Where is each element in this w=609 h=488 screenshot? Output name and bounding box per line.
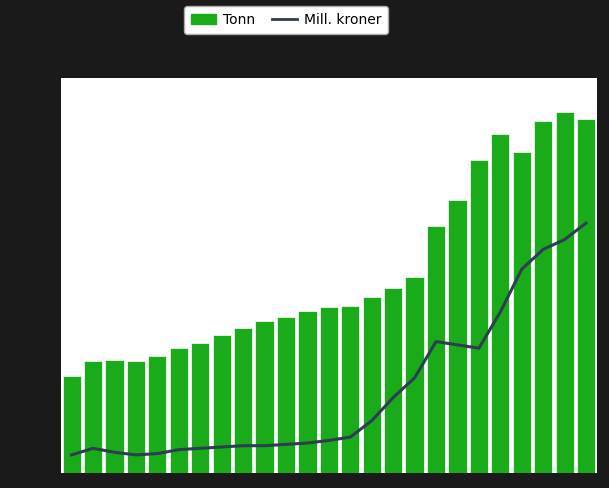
- Bar: [513, 152, 531, 473]
- Bar: [105, 360, 124, 473]
- Bar: [127, 361, 145, 473]
- Bar: [148, 356, 166, 473]
- Bar: [491, 134, 510, 473]
- Bar: [470, 161, 488, 473]
- Bar: [362, 297, 381, 473]
- Bar: [234, 328, 252, 473]
- Legend: Tonn, Mill. kroner: Tonn, Mill. kroner: [184, 6, 388, 34]
- Bar: [534, 121, 552, 473]
- Bar: [213, 335, 231, 473]
- Bar: [255, 321, 273, 473]
- Bar: [84, 361, 102, 473]
- Bar: [277, 317, 295, 473]
- Bar: [320, 307, 338, 473]
- Bar: [406, 277, 424, 473]
- Bar: [170, 348, 188, 473]
- Bar: [448, 200, 466, 473]
- Bar: [341, 306, 359, 473]
- Bar: [298, 311, 317, 473]
- Bar: [191, 343, 209, 473]
- Bar: [427, 226, 445, 473]
- Bar: [555, 112, 574, 473]
- Bar: [384, 287, 403, 473]
- Bar: [63, 376, 81, 473]
- Bar: [577, 119, 595, 473]
